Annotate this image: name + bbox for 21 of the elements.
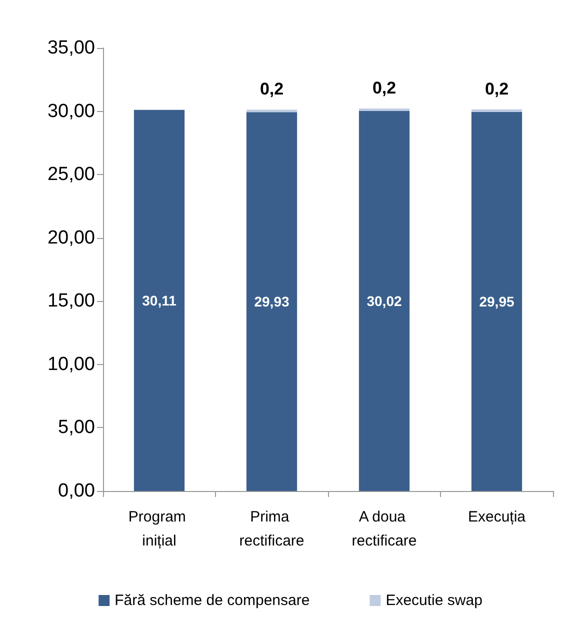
x-tick-label: A doua rectificare [352, 508, 417, 550]
data-label: 0,2 [372, 78, 396, 98]
x-tick-label: Prima rectificare [239, 508, 304, 550]
x-tick-label: Program inițial [128, 508, 190, 550]
y-tick-label: 30,00 [47, 100, 95, 122]
x-tick-label: Execuția [468, 508, 526, 526]
legend-label: Fără scheme de compensare [114, 592, 310, 609]
y-tick-label: 20,00 [47, 227, 95, 248]
y-tick-label: 25,00 [47, 164, 95, 186]
data-label: 29,93 [254, 294, 290, 310]
data-label: 30,02 [366, 293, 402, 310]
y-tick-label: 15,00 [47, 290, 95, 312]
data-label: 0,2 [484, 79, 509, 98]
y-tick-label: 5,00 [58, 417, 95, 438]
legend-label: Executie swap [386, 592, 482, 609]
y-tick-label: 10,00 [47, 354, 95, 375]
y-tick-label: 0,00 [58, 480, 95, 502]
data-label: 30,11 [142, 292, 177, 308]
y-tick-label: 35,00 [47, 38, 95, 58]
data-label: 29,95 [479, 293, 514, 310]
data-label: 0,2 [260, 80, 284, 99]
